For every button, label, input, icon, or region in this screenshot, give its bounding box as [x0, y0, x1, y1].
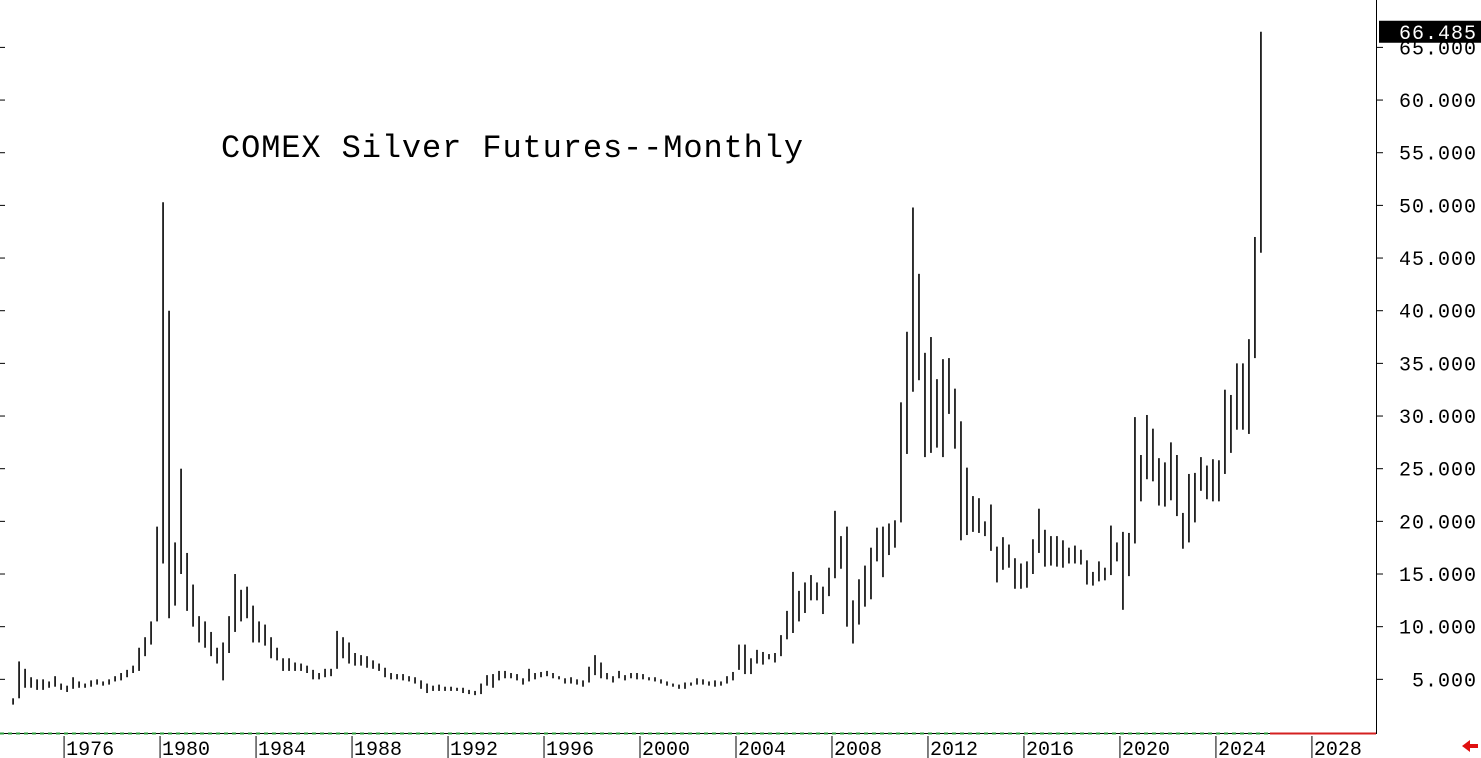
scroll-arrow[interactable] — [1462, 740, 1478, 752]
y-tick-label: 50.000 — [1399, 196, 1477, 219]
y-tick-label: 60.000 — [1399, 91, 1477, 114]
y-tick-label: 65.000 — [1399, 38, 1477, 61]
x-tick-label: 1996 — [546, 739, 594, 758]
x-tick-label: 2000 — [642, 739, 690, 758]
x-tick-label: 1984 — [258, 739, 306, 758]
last-price-box — [1379, 20, 1481, 43]
y-tick-label: 55.000 — [1399, 144, 1477, 167]
x-tick-label: 1980 — [162, 739, 210, 758]
y-tick-label: 20.000 — [1399, 512, 1477, 535]
chart-title: COMEX Silver Futures--Monthly — [221, 130, 804, 167]
x-tick-label: 2020 — [1122, 739, 1170, 758]
x-tick-label: 1976 — [66, 739, 114, 758]
x-tick-label: 2028 — [1314, 739, 1362, 758]
y-tick-label: 25.000 — [1399, 460, 1477, 483]
y-tick-label: 10.000 — [1399, 618, 1477, 641]
last-price-label: 66.485 — [1399, 23, 1477, 46]
x-tick-label: 2008 — [834, 739, 882, 758]
x-tick-label: 2016 — [1026, 739, 1074, 758]
x-tick-label: 2012 — [930, 739, 978, 758]
y-tick-label: 35.000 — [1399, 354, 1477, 377]
x-tick-label: 1992 — [450, 739, 498, 758]
y-tick-label: 45.000 — [1399, 249, 1477, 272]
y-tick-label: 40.000 — [1399, 302, 1477, 325]
y-tick-label: 15.000 — [1399, 565, 1477, 588]
y-tick-label: 30.000 — [1399, 407, 1477, 430]
x-tick-label: 1988 — [354, 739, 402, 758]
x-tick-label: 2024 — [1218, 739, 1266, 758]
x-tick-label: 2004 — [738, 739, 786, 758]
y-tick-label: 5.000 — [1412, 670, 1477, 693]
